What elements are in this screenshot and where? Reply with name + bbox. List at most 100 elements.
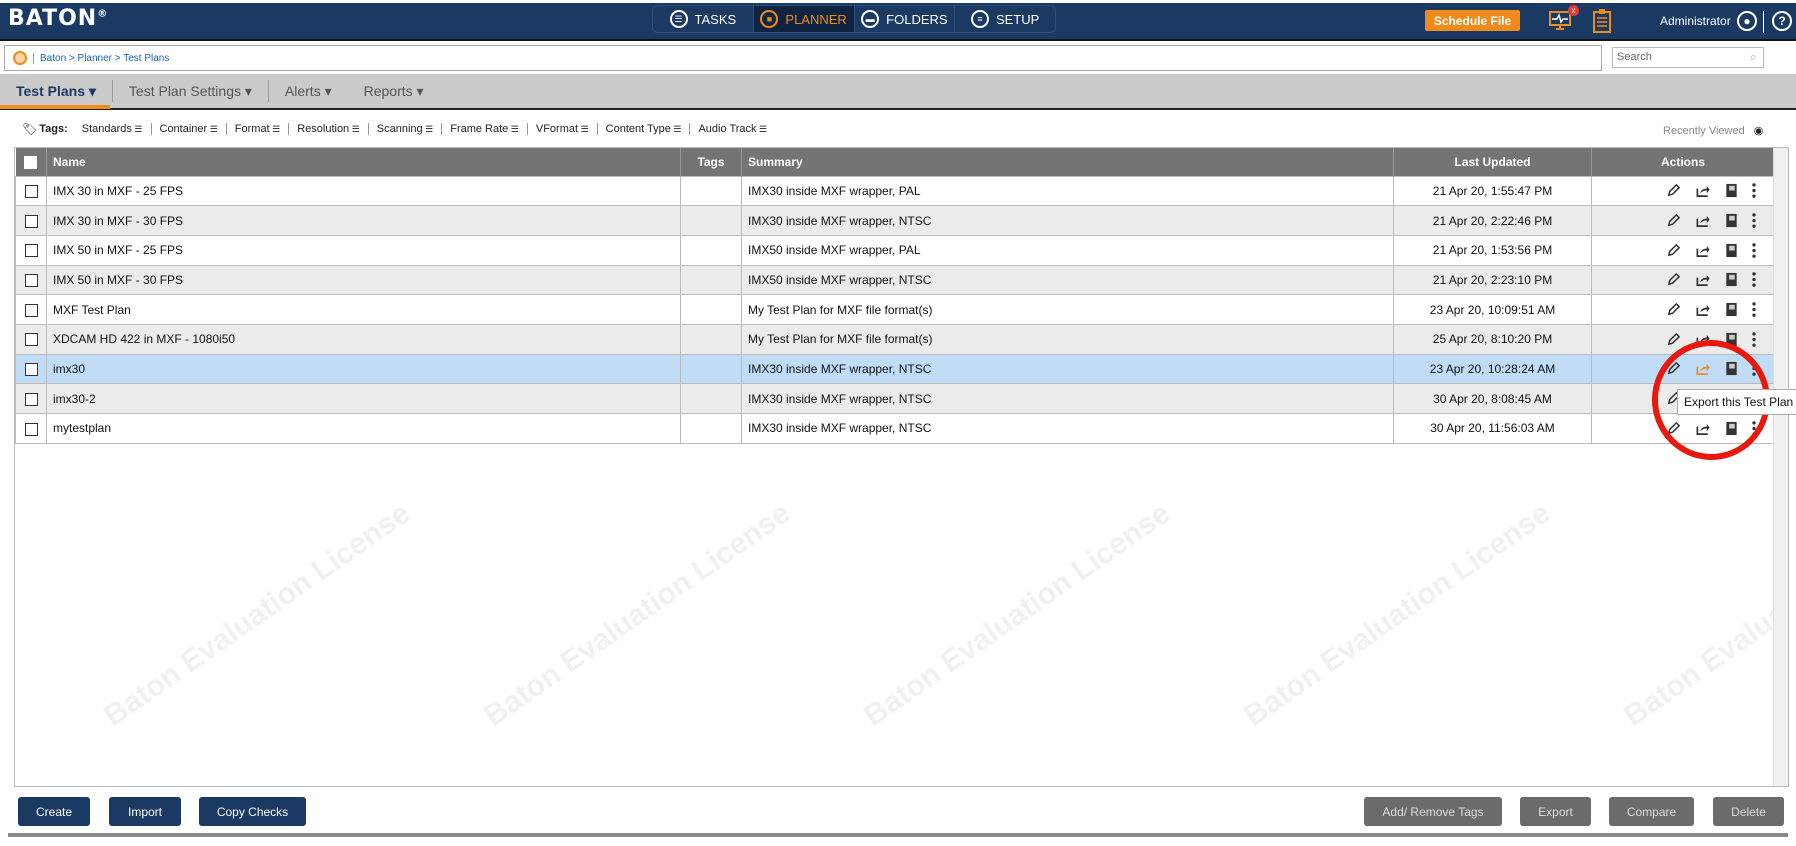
more-icon[interactable] — [1752, 302, 1756, 317]
nav-planner[interactable]: ■ PLANNER — [753, 6, 855, 32]
export-icon[interactable] — [1695, 213, 1711, 228]
edit-icon[interactable] — [1666, 183, 1681, 198]
menu-icon[interactable]: ☰ — [349, 124, 360, 134]
report-icon[interactable] — [1725, 243, 1738, 258]
tab-test-plans[interactable]: Test Plans ▾ — [0, 80, 113, 102]
col-name[interactable]: Name — [46, 148, 681, 176]
menu-icon[interactable]: ☰ — [422, 124, 434, 134]
select-all-checkbox[interactable] — [15, 148, 47, 176]
create-button[interactable]: Create — [18, 797, 90, 826]
monitor-icon[interactable] — [1548, 8, 1572, 35]
row-checkbox[interactable] — [15, 383, 47, 414]
table-row[interactable]: IMX 30 in MXF - 30 FPS IMX30 inside MXF … — [15, 205, 1775, 236]
report-icon[interactable] — [1725, 332, 1738, 347]
report-icon[interactable] — [1725, 361, 1738, 376]
tag-filter[interactable]: Resolution ☰ — [288, 123, 368, 135]
tab-reports[interactable]: Reports ▾ — [363, 82, 424, 100]
tab-alerts[interactable]: Alerts ▾ — [284, 82, 332, 100]
export-icon[interactable] — [1695, 421, 1711, 436]
table-row[interactable]: XDCAM HD 422 in MXF - 1080i50 My Test Pl… — [15, 323, 1775, 355]
more-icon[interactable] — [1752, 213, 1756, 228]
vertical-scrollbar[interactable] — [1773, 148, 1788, 786]
export-icon[interactable] — [1695, 183, 1711, 198]
tag-filter[interactable]: Format ☰ — [225, 123, 288, 135]
col-last-updated[interactable]: Last Updated — [1393, 148, 1592, 176]
report-icon[interactable] — [1725, 302, 1738, 317]
report-icon[interactable] — [1725, 183, 1738, 198]
tag-filter[interactable]: Container ☰ — [150, 123, 226, 135]
edit-icon[interactable] — [1666, 272, 1681, 287]
recently-viewed[interactable]: Recently Viewed ◉ — [1663, 125, 1764, 137]
row-checkbox[interactable] — [15, 294, 47, 325]
export-icon[interactable] — [1695, 302, 1711, 317]
menu-icon[interactable]: ☰ — [756, 124, 768, 134]
col-tags[interactable]: Tags — [680, 148, 742, 176]
row-checkbox[interactable] — [15, 234, 47, 266]
row-checkbox[interactable] — [15, 205, 47, 236]
edit-icon[interactable] — [1666, 361, 1681, 376]
tag-filter[interactable]: Scanning ☰ — [367, 123, 441, 135]
table-row[interactable]: IMX 50 in MXF - 25 FPS IMX50 inside MXF … — [15, 234, 1775, 266]
edit-icon[interactable] — [1666, 332, 1681, 347]
nav-setup[interactable]: ≡ SETUP — [955, 6, 1055, 32]
table-row[interactable]: IMX 50 in MXF - 30 FPS IMX50 inside MXF … — [15, 264, 1775, 296]
report-icon[interactable] — [1725, 213, 1738, 228]
tag-filter[interactable]: Content Type ☰ — [596, 123, 690, 135]
export-icon[interactable] — [1695, 243, 1711, 258]
edit-icon[interactable] — [1666, 302, 1681, 317]
edit-icon[interactable] — [1666, 421, 1681, 436]
breadcrumb[interactable]: Baton > Planner > Test Plans — [33, 52, 169, 64]
tag-filter[interactable]: Frame Rate ☰ — [441, 123, 527, 135]
menu-icon[interactable]: ☰ — [578, 124, 589, 134]
user-name[interactable]: Administrator — [1660, 14, 1731, 28]
nav-folders[interactable]: ▬ FOLDERS — [855, 6, 956, 32]
row-checkbox[interactable] — [15, 175, 47, 207]
delete-button[interactable]: Delete — [1713, 797, 1784, 826]
edit-icon[interactable] — [1666, 213, 1681, 228]
menu-icon[interactable]: ☰ — [508, 124, 519, 134]
export-icon[interactable] — [1695, 332, 1711, 347]
table-row[interactable]: imx30-2 IMX30 inside MXF wrapper, NTSC 3… — [15, 383, 1775, 414]
add-remove-tags-button[interactable]: Add/ Remove Tags — [1364, 797, 1502, 826]
more-icon[interactable] — [1752, 331, 1756, 347]
col-summary[interactable]: Summary — [741, 148, 1394, 176]
more-icon[interactable] — [1752, 183, 1756, 199]
schedule-file-button[interactable]: Schedule File — [1425, 10, 1520, 31]
clipboard-icon[interactable] — [1592, 8, 1612, 37]
tab-test-plan-settings[interactable]: Test Plan Settings ▾ — [113, 80, 269, 102]
report-icon[interactable] — [1725, 421, 1738, 436]
row-checkbox[interactable] — [15, 413, 47, 444]
search-icon[interactable]: ⌕ — [1749, 49, 1757, 64]
more-icon[interactable] — [1752, 361, 1756, 377]
menu-icon[interactable]: ☰ — [207, 124, 218, 134]
tag-filter[interactable]: Audio Track ☰ — [689, 123, 775, 135]
tag-filter[interactable]: VFormat ☰ — [526, 123, 597, 135]
table-row[interactable]: IMX 30 in MXF - 25 FPS IMX30 inside MXF … — [15, 175, 1775, 207]
more-icon[interactable] — [1752, 272, 1756, 288]
more-icon[interactable] — [1752, 421, 1756, 436]
menu-icon[interactable]: ☰ — [670, 124, 682, 134]
help-icon[interactable]: ? — [1772, 11, 1792, 31]
compare-button[interactable]: Compare — [1609, 797, 1694, 826]
user-icon[interactable]: ● — [1737, 11, 1757, 31]
copy-checks-button[interactable]: Copy Checks — [199, 797, 306, 826]
nav-tasks[interactable]: ☰ TASKS — [653, 6, 754, 32]
row-checkbox[interactable] — [15, 323, 47, 355]
edit-icon[interactable] — [1666, 243, 1681, 258]
more-icon[interactable] — [1752, 242, 1756, 258]
export-icon[interactable] — [1695, 361, 1711, 376]
eye-icon[interactable]: ◉ — [1753, 125, 1764, 137]
row-checkbox[interactable] — [15, 353, 47, 385]
tag-filter[interactable]: Standards ☰ — [74, 123, 151, 135]
table-row[interactable]: mytestplan IMX30 inside MXF wrapper, NTS… — [15, 413, 1775, 444]
import-button[interactable]: Import — [109, 797, 181, 826]
report-icon[interactable] — [1725, 272, 1738, 287]
menu-icon[interactable]: ☰ — [131, 124, 143, 134]
menu-icon[interactable]: ☰ — [269, 124, 281, 134]
table-row[interactable]: imx30 IMX30 inside MXF wrapper, NTSC 23 … — [15, 353, 1775, 385]
export-icon[interactable] — [1695, 272, 1711, 287]
row-checkbox[interactable] — [15, 264, 47, 296]
export-button[interactable]: Export — [1520, 797, 1591, 826]
table-row[interactable]: MXF Test Plan My Test Plan for MXF file … — [15, 294, 1775, 325]
search-input[interactable]: Search ⌕ — [1612, 47, 1764, 68]
